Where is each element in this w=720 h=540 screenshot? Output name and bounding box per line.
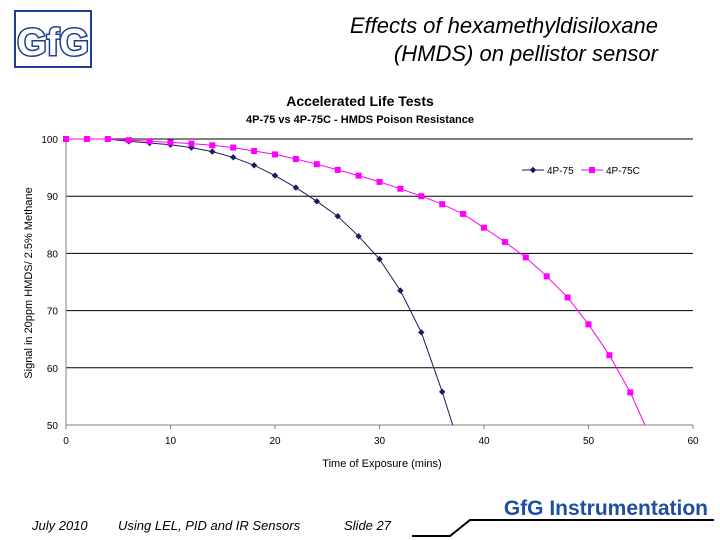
y-tick-label: 60 (47, 364, 59, 375)
data-point-series-1 (313, 198, 320, 205)
data-point-series-2 (397, 185, 404, 192)
brand-text: GfG Instrumentation (504, 497, 708, 520)
data-point-series-2 (376, 178, 383, 185)
data-point-series-2 (481, 224, 487, 231)
data-point-series-2 (522, 254, 529, 261)
data-point-series-2 (104, 136, 111, 142)
y-tick-label: 90 (47, 192, 59, 203)
series-line-2 (66, 138, 646, 426)
data-point-series-2 (63, 136, 69, 142)
data-point-series-2 (627, 389, 634, 396)
data-point-series-2 (272, 151, 278, 158)
data-point-series-1 (355, 233, 362, 240)
data-point-series-2 (292, 156, 299, 163)
data-point-series-1 (250, 162, 258, 169)
data-point-series-1 (230, 154, 237, 161)
data-point-series-2 (564, 294, 571, 301)
data-point-series-2 (209, 142, 216, 149)
data-point-series-2 (125, 137, 132, 144)
data-point-series-1 (418, 329, 425, 336)
footer-topic: Using LEL, PID and IR Sensors (118, 518, 301, 533)
data-point-series-1 (334, 213, 341, 220)
legend-marker (529, 166, 537, 174)
data-point-series-1 (439, 388, 446, 396)
data-point-series-2 (355, 172, 362, 179)
y-tick-label: 100 (41, 135, 58, 146)
life-test-chart: Accelerated Life Tests 4P-75 vs 4P-75C -… (23, 93, 699, 470)
legend-label: 4P-75C (606, 166, 640, 177)
x-tick-label: 40 (478, 436, 490, 447)
legend-label: 4P-75 (547, 166, 574, 177)
y-axis-label: Signal in 20ppm HMDS/ 2.5% Methane (23, 187, 35, 378)
slide-title-line2: (HMDS) on pellistor sensor (393, 41, 658, 66)
y-tick-label: 70 (47, 307, 59, 318)
brand-logo: GfG Instrumentation (412, 497, 714, 537)
x-tick-label: 60 (687, 436, 699, 447)
data-point-series-2 (313, 161, 320, 168)
slide-title: Effects of hexamethyldisiloxane (HMDS) o… (350, 12, 658, 68)
x-tick-label: 30 (374, 436, 386, 447)
logo-text: GfG (17, 22, 89, 64)
data-point-series-1 (376, 255, 383, 263)
chart-title: Accelerated Life Tests (286, 93, 434, 109)
y-tick-label: 50 (47, 421, 59, 432)
legend-marker (589, 167, 595, 173)
data-point-series-2 (501, 238, 508, 245)
gfg-logo: GfG (14, 10, 92, 68)
data-point-series-2 (543, 273, 550, 280)
series-line-1 (66, 138, 454, 426)
data-point-series-2 (188, 140, 195, 147)
slide-title-line1: Effects of hexamethyldisiloxane (349, 13, 658, 38)
data-point-series-2 (83, 136, 90, 142)
footer-slide-number: Slide 27 (344, 518, 391, 533)
data-point-series-1 (271, 172, 279, 179)
x-tick-label: 50 (583, 436, 595, 447)
x-axis-label: Time of Exposure (mins) (322, 458, 441, 470)
data-point-series-2 (439, 201, 446, 208)
x-tick-label: 10 (165, 436, 177, 447)
data-point-series-2 (334, 166, 341, 173)
data-point-series-2 (606, 352, 613, 359)
data-point-series-2 (167, 139, 174, 146)
data-point-series-1 (292, 184, 300, 191)
chart-subtitle: 4P-75 vs 4P-75C - HMDS Poison Resistance (246, 114, 474, 126)
data-point-series-2 (460, 210, 467, 217)
data-point-series-2 (251, 148, 258, 155)
data-point-series-2 (585, 321, 592, 328)
data-point-series-2 (230, 144, 237, 151)
data-point-series-2 (418, 193, 425, 200)
data-point-series-2 (146, 138, 153, 145)
y-tick-label: 80 (47, 249, 59, 260)
footer-date: July 2010 (32, 518, 88, 533)
data-point-series-1 (209, 148, 216, 155)
x-tick-label: 20 (269, 436, 281, 447)
data-point-series-1 (397, 287, 404, 294)
x-tick-label: 0 (63, 436, 69, 447)
